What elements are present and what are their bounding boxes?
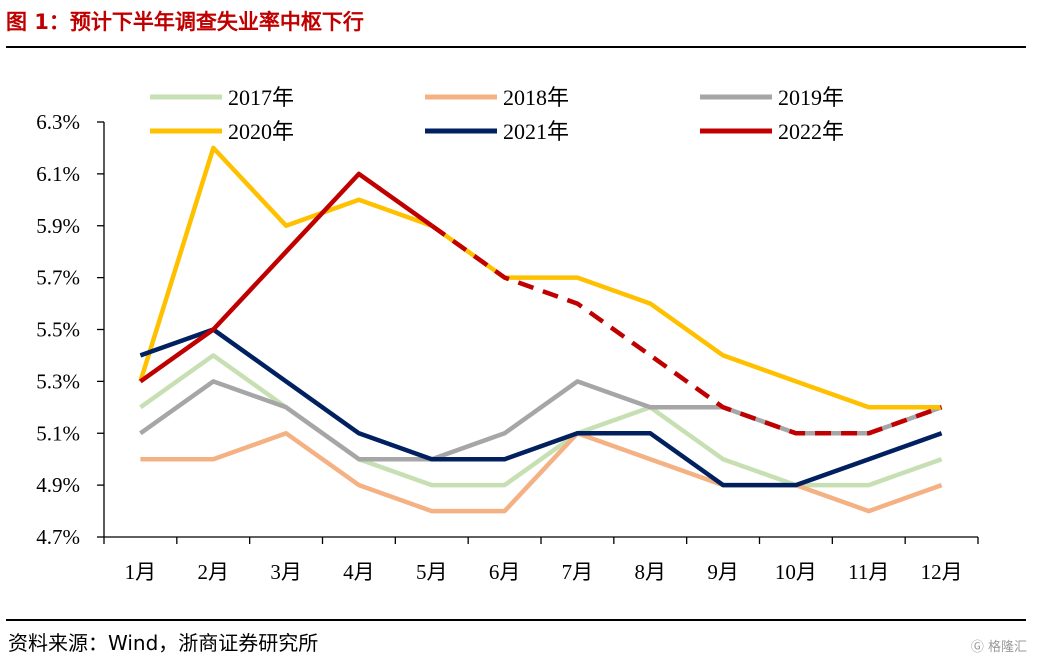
- x-tick-label: 10月: [775, 560, 817, 584]
- figure-title: 图 1：预计下半年调查失业率中枢下行: [6, 10, 364, 34]
- x-tick-label: 2月: [198, 560, 230, 584]
- x-tick-label: 11月: [848, 560, 889, 584]
- x-tick-label: 12月: [921, 560, 963, 584]
- x-tick-label: 5月: [416, 560, 448, 584]
- series-line-2: [140, 431, 943, 514]
- y-tick-label: 5.1%: [36, 421, 80, 445]
- legend-label: 2022年: [778, 119, 844, 144]
- x-tick-label: 8月: [635, 560, 667, 584]
- legend-label: 2021年: [503, 119, 569, 144]
- legend-label: 2018年: [503, 85, 569, 110]
- y-tick-label: 4.7%: [36, 525, 80, 549]
- y-tick-label: 4.9%: [36, 473, 80, 497]
- watermark-text: 格隆汇: [987, 640, 1027, 655]
- y-tick-label: 6.1%: [36, 162, 80, 186]
- chart-legend: 2017年 2018年 2019年 2020年 2021年 2022年: [150, 85, 844, 144]
- x-tick-label: 9月: [707, 560, 739, 584]
- source-divider: [6, 619, 1026, 621]
- y-tick-label: 5.5%: [36, 318, 80, 342]
- legend-label: 2019年: [778, 85, 844, 110]
- y-tick-label: 6.3%: [36, 110, 80, 134]
- legend-label: 2017年: [228, 85, 294, 110]
- y-tick-label: 5.9%: [36, 214, 80, 238]
- series-line-3: [139, 379, 943, 462]
- title-divider: [6, 46, 1026, 48]
- legend-label: 2020年: [228, 119, 294, 144]
- chart-axes: 4.7% 4.9% 5.1% 5.3% 5.5% 5.7% 5.9% 6.1% 6.3% 1月 2月…: [36, 110, 979, 584]
- source-note: 资料来源：Wind，浙商证券研究所: [8, 631, 319, 655]
- x-tick-label: 3月: [270, 560, 302, 584]
- series-line-4: [138, 145, 942, 410]
- series-line-6-solid: [139, 171, 434, 384]
- watermark-logo: Ⓖ 格隆汇: [970, 640, 1027, 655]
- series-line-5: [139, 327, 943, 488]
- y-tick-label: 5.3%: [36, 369, 80, 393]
- y-tick-label: 5.7%: [36, 266, 80, 290]
- x-tick-label: 6月: [489, 560, 521, 584]
- x-tick-label: 7月: [562, 560, 594, 584]
- x-tick-label: 4月: [343, 560, 375, 584]
- series-line-1: [139, 353, 943, 488]
- x-tick-label: 1月: [125, 560, 157, 584]
- series-lines: [138, 145, 943, 514]
- series-line-6-dashed: [430, 223, 943, 436]
